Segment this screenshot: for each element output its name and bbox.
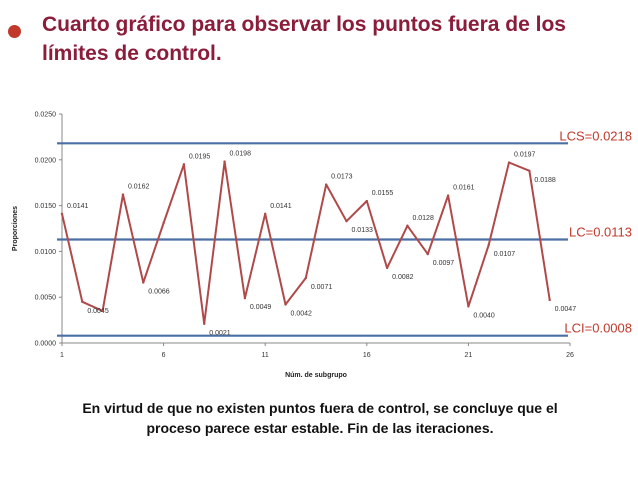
data-label: 0.0173 — [331, 174, 353, 181]
data-label: 0.0042 — [291, 311, 313, 318]
slide-title: Cuarto gráfico para observar los puntos … — [42, 13, 566, 65]
data-label: 0.0195 — [189, 153, 211, 160]
y-tick-label: 0.0250 — [35, 112, 57, 119]
data-point — [487, 243, 490, 247]
data-label: 0.0047 — [555, 306, 577, 313]
data-label: 0.0049 — [250, 304, 272, 311]
data-point — [345, 219, 348, 223]
data-label: 0.0128 — [412, 215, 434, 222]
data-label: 0.0071 — [311, 284, 333, 291]
data-point — [548, 298, 551, 302]
data-point — [507, 161, 511, 164]
bullet-icon — [8, 25, 21, 38]
control-limit-label: LCS=0.0218 — [559, 128, 632, 143]
data-point — [426, 252, 429, 256]
data-point — [121, 193, 125, 196]
data-point — [467, 305, 470, 308]
data-point — [101, 309, 104, 313]
data-point — [203, 322, 206, 325]
data-point — [162, 221, 165, 225]
data-label: 0.0198 — [230, 151, 252, 158]
slide-caption: En virtud de que no existen puntos fuera… — [82, 400, 558, 436]
x-tick-label: 16 — [363, 352, 371, 359]
data-point — [528, 169, 531, 172]
data-label: 0.0161 — [453, 185, 475, 192]
x-tick-label: 21 — [465, 352, 473, 359]
data-label: 0.0197 — [514, 152, 536, 159]
data-point — [385, 266, 389, 270]
data-point — [264, 212, 267, 216]
data-label: 0.0021 — [209, 330, 231, 337]
data-point — [60, 212, 64, 216]
control-limit-label: LC=0.0113 — [569, 224, 632, 239]
x-axis-label: Núm. de subgrupo — [285, 372, 347, 379]
data-label: 0.0107 — [494, 251, 516, 258]
data-point — [223, 160, 226, 163]
x-tick-label: 11 — [262, 352, 269, 359]
data-label: 0.0133 — [351, 227, 373, 234]
data-point — [81, 300, 84, 303]
data-label: 0.0155 — [372, 190, 394, 197]
data-point — [324, 183, 328, 186]
y-tick-label: 0.0150 — [35, 203, 57, 210]
data-point — [406, 224, 409, 227]
data-label: 0.0040 — [473, 312, 495, 319]
data-point — [142, 281, 145, 284]
data-label: 0.0045 — [87, 308, 109, 315]
y-tick-label: 0.0000 — [35, 341, 57, 348]
control-limit-label: LCI=0.0008 — [564, 321, 632, 336]
x-tick-label: 1 — [60, 352, 64, 359]
y-axis-label: Proporciones — [12, 206, 19, 251]
data-point — [243, 296, 247, 300]
data-point — [304, 276, 308, 280]
data-label: 0.0188 — [534, 177, 556, 184]
data-point — [446, 194, 450, 197]
data-point — [284, 303, 287, 306]
data-label: 0.0162 — [128, 184, 150, 191]
data-label: 0.0082 — [392, 274, 414, 281]
y-tick-label: 0.0100 — [35, 249, 57, 256]
data-point — [182, 163, 186, 166]
data-label: 0.0066 — [148, 289, 170, 296]
x-tick-label: 6 — [162, 352, 166, 359]
data-label: 0.0141 — [67, 203, 89, 210]
data-point — [365, 199, 368, 203]
data-label: 0.0141 — [270, 203, 292, 210]
y-tick-label: 0.0050 — [35, 295, 57, 302]
x-tick-label: 26 — [566, 352, 574, 359]
data-label: 0.0097 — [433, 260, 455, 267]
y-tick-label: 0.0200 — [35, 157, 57, 164]
